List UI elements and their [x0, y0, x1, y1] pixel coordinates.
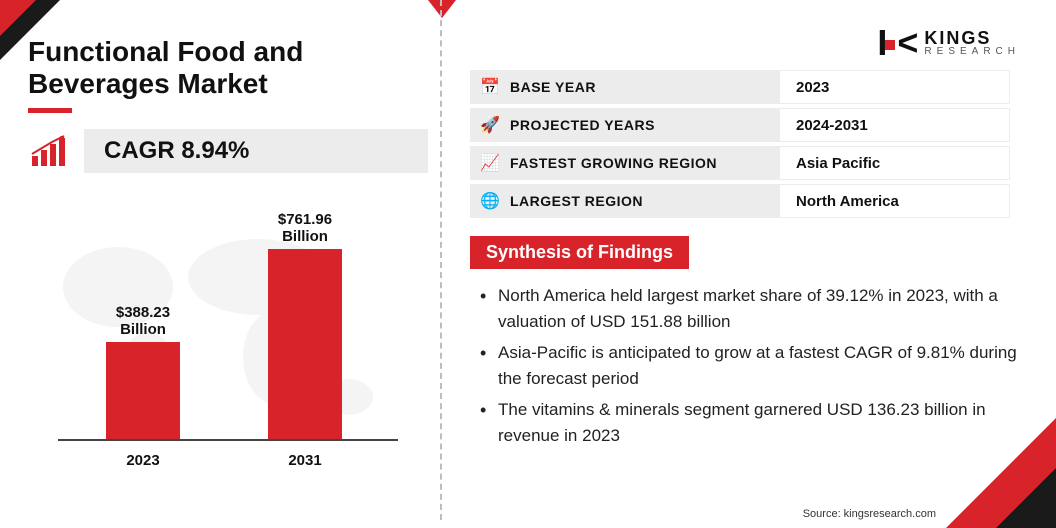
info-row: 📅BASE YEAR2023: [470, 70, 1010, 104]
page-title: Functional Food and Beverages Market: [28, 36, 428, 100]
info-value: North America: [780, 184, 1010, 218]
corner-triangle-dark-br: [996, 468, 1056, 528]
right-panel: 📅BASE YEAR2023 🚀PROJECTED YEARS2024-2031 📈…: [470, 26, 1030, 454]
divider-top-caret: [428, 0, 456, 18]
synthesis-heading: Synthesis of Findings: [470, 236, 689, 269]
findings-list: North America held largest market share …: [470, 283, 1030, 448]
vertical-divider: [440, 0, 442, 520]
market-size-chart: $388.23Billion 2023 $761.96Billion 2031: [28, 197, 408, 477]
chart-x-tick: 2031: [245, 452, 365, 469]
cagr-value: CAGR 8.94%: [84, 129, 428, 173]
info-row: 🚀PROJECTED YEARS2024-2031: [470, 108, 1010, 142]
info-table: 📅BASE YEAR2023 🚀PROJECTED YEARS2024-2031 📈…: [470, 70, 1010, 218]
chart-bar-label: $761.96Billion: [245, 211, 365, 245]
corner-triangle-red-tl: [0, 0, 36, 36]
chart-bar-label: $388.23Billion: [83, 304, 203, 338]
growth-bars-icon: [28, 131, 72, 171]
title-line1: Functional Food and: [28, 36, 303, 67]
chart-x-tick: 2023: [83, 452, 203, 469]
finding-item: North America held largest market share …: [476, 283, 1030, 334]
info-value: 2024-2031: [780, 108, 1010, 142]
info-label: BASE YEAR: [510, 79, 780, 95]
growth-icon: 📈: [470, 153, 510, 173]
calendar-icon: 📅: [470, 77, 510, 97]
info-label: FASTEST GROWING REGION: [510, 155, 780, 171]
info-row: 📈FASTEST GROWING REGIONAsia Pacific: [470, 146, 1010, 180]
source-attribution: Source: kingsresearch.com: [803, 508, 936, 520]
chart-bar: [106, 342, 180, 439]
finding-item: The vitamins & minerals segment garnered…: [476, 397, 1030, 448]
info-label: LARGEST REGION: [510, 193, 780, 209]
info-label: PROJECTED YEARS: [510, 117, 780, 133]
synthesis-section: Synthesis of Findings North America held…: [470, 236, 1030, 448]
left-panel: Functional Food and Beverages Market CAG…: [28, 36, 428, 477]
info-row: 🌐LARGEST REGIONNorth America: [470, 184, 1010, 218]
title-underline: [28, 108, 72, 113]
info-value: Asia Pacific: [780, 146, 1010, 180]
title-line2: Beverages Market: [28, 68, 268, 99]
info-value: 2023: [780, 70, 1010, 104]
chart-bar: [268, 249, 342, 439]
globe-icon: 🌐: [470, 191, 510, 211]
finding-item: Asia-Pacific is anticipated to grow at a…: [476, 340, 1030, 391]
chart-x-axis: [58, 439, 398, 441]
cagr-row: CAGR 8.94%: [28, 129, 428, 173]
rocket-icon: 🚀: [470, 115, 510, 135]
